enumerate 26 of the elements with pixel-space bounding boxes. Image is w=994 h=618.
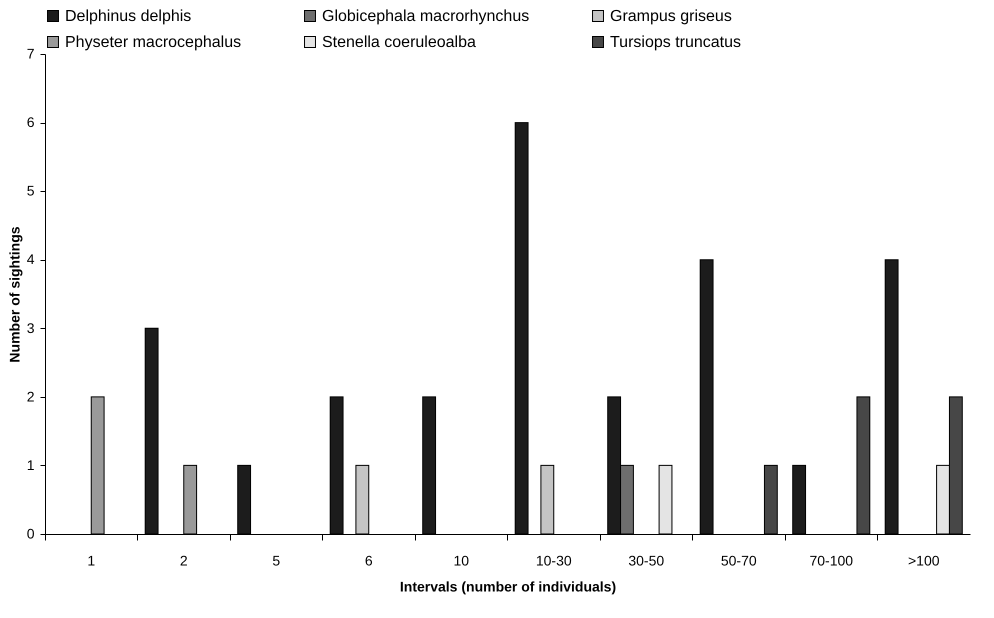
legend-label: Tursiops truncatus [610, 34, 742, 51]
x-tick-label: 5 [272, 552, 280, 568]
y-tick-label: 0 [26, 526, 35, 542]
legend-label: Physeter macrocephalus [65, 34, 242, 51]
x-tick-label: 70-100 [809, 552, 854, 568]
x-tick-label: 30-50 [628, 552, 664, 568]
y-tick-label: 3 [26, 320, 35, 336]
y-tick-label: 4 [26, 251, 35, 268]
y-tick-label: 2 [26, 388, 35, 404]
x-tick-label: 10-30 [536, 552, 572, 568]
y-tick-label: 6 [26, 114, 35, 130]
y-tick-label: 7 [26, 46, 35, 62]
x-tick-label: 10 [453, 552, 470, 568]
x-axis-title: Intervals (number of individuals) [400, 578, 616, 594]
legend-label: Globicephala macrorhynchus [322, 8, 530, 25]
legend-label: Stenella coeruleoalba [322, 34, 476, 51]
x-tick-label: 50-70 [720, 552, 757, 568]
x-tick-label: 6 [364, 552, 373, 568]
legend-label: Delphinus delphis [65, 8, 192, 25]
x-tick-label: 2 [180, 552, 188, 568]
y-tick-label: 1 [26, 456, 35, 473]
y-axis-title: Number of sightings [6, 226, 23, 363]
x-tick-label: 1 [87, 552, 96, 568]
y-tick-label: 5 [26, 182, 35, 199]
x-tick-label: >100 [908, 552, 940, 568]
legend-label: Grampus griseus [610, 8, 732, 25]
